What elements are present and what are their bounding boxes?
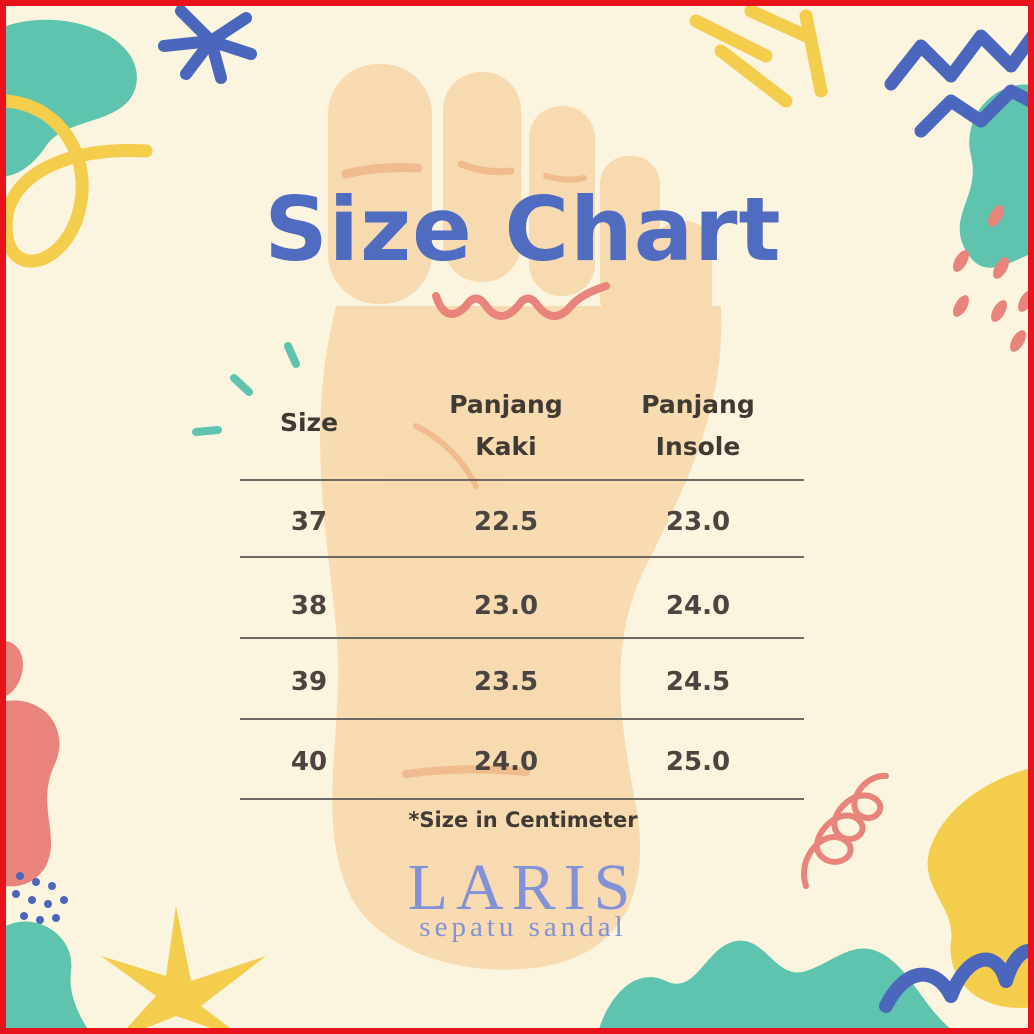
table-rule <box>240 718 804 720</box>
cell-panjang-kaki: 22.5 <box>473 507 539 537</box>
cell-size: 37 <box>290 507 328 537</box>
blue-zigzag-top-right-2 <box>914 84 1028 138</box>
blue-zigzag-top-right-1 <box>884 29 1028 91</box>
table-rule <box>240 798 804 800</box>
brand-tagline: sepatu sandal <box>419 911 627 943</box>
teal-dashes-left <box>192 342 300 436</box>
header-panjang-insole: Panjang Insole <box>641 390 755 461</box>
coral-blob-left <box>6 641 23 696</box>
table-rule <box>240 637 804 639</box>
coral-wave-under-title <box>432 282 610 320</box>
coral-blob-left-large <box>6 700 60 887</box>
coral-drops-right <box>953 205 1028 352</box>
yellow-loop-top-left <box>6 94 153 268</box>
teal-blob-top-right <box>959 84 1028 268</box>
cell-size: 38 <box>290 591 328 621</box>
cell-panjang-kaki: 23.5 <box>473 667 539 697</box>
cell-size: 39 <box>290 667 328 697</box>
table-row: 40 24.0 25.0 <box>240 742 804 782</box>
cell-panjang-insole: 24.0 <box>665 591 731 621</box>
teal-blob-top-left <box>6 19 137 176</box>
yellow-rays-top <box>689 6 828 108</box>
teal-blob-bottom-left <box>6 921 88 1028</box>
blue-starburst-top-left <box>158 6 257 84</box>
blue-dots-left <box>12 872 68 938</box>
unit-note: *Size in Centimeter <box>408 808 638 832</box>
cell-size: 40 <box>290 747 328 777</box>
table-row: 39 23.5 24.5 <box>240 662 804 702</box>
coral-spiral-right <box>801 772 889 889</box>
header-size: Size <box>279 408 339 437</box>
table-rule <box>240 479 804 481</box>
cell-panjang-insole: 25.0 <box>665 747 731 777</box>
yellow-starburst-bottom-left <box>101 906 266 1028</box>
cell-panjang-insole: 23.0 <box>665 507 731 537</box>
header-panjang-kaki: Panjang Kaki <box>449 390 563 461</box>
table-rule <box>240 556 804 558</box>
table-row: 38 23.0 24.0 <box>240 586 804 626</box>
blue-zigzag-bottom-right <box>879 944 1028 1013</box>
cell-panjang-insole: 24.5 <box>665 667 731 697</box>
table-row: 37 22.5 23.0 <box>240 502 804 542</box>
brand-logo: LARIS <box>407 851 639 924</box>
yellow-blob-bottom-right <box>927 768 1028 1008</box>
teal-wave-bottom <box>599 940 950 1028</box>
cell-panjang-kaki: 24.0 <box>473 747 539 777</box>
cell-panjang-kaki: 23.0 <box>473 591 539 621</box>
page-title: Size Chart <box>264 178 782 281</box>
